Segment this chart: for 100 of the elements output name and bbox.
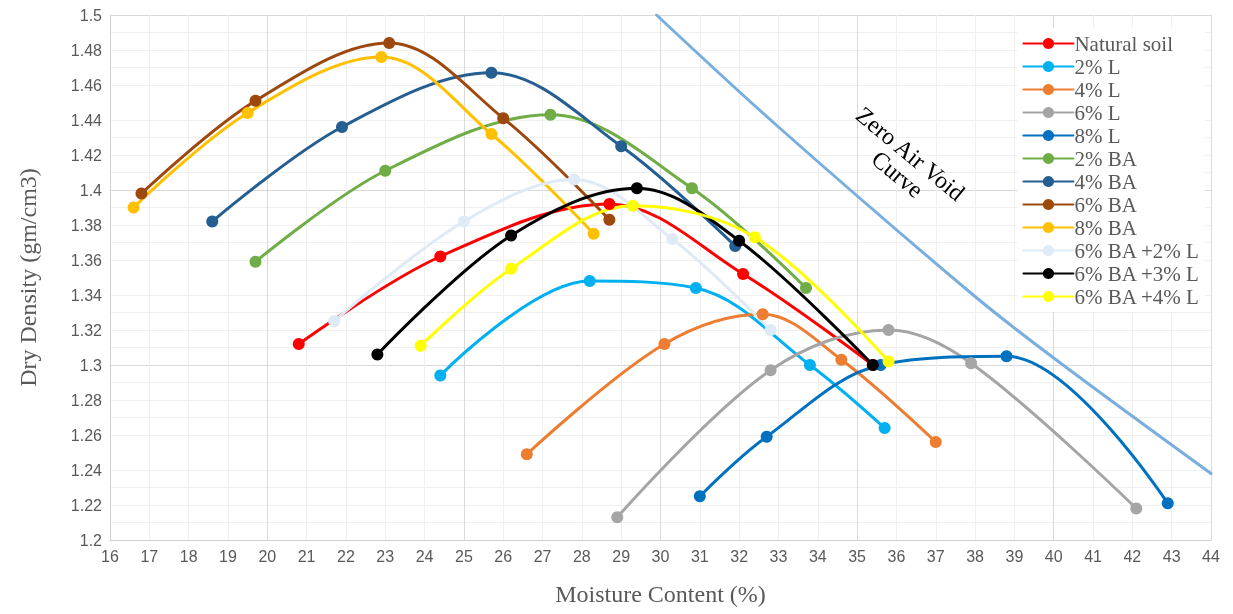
point <box>685 182 698 195</box>
x-tick-label: 42 <box>1123 547 1142 565</box>
point <box>929 436 942 448</box>
legend-label: 8% BA <box>1074 215 1138 240</box>
x-tick-label: 18 <box>179 547 198 565</box>
point <box>249 255 262 268</box>
point <box>882 324 895 336</box>
point <box>328 315 341 328</box>
y-tick-label: 1.34 <box>70 286 103 304</box>
x-tick-label: 33 <box>769 547 788 565</box>
x-tick-label: 25 <box>454 547 473 565</box>
x-tick-label: 37 <box>926 547 945 565</box>
point <box>756 308 769 321</box>
y-tick-label: 1.46 <box>70 76 103 94</box>
point <box>587 227 600 240</box>
x-tick-label: 21 <box>297 547 316 565</box>
x-tick-label: 16 <box>101 547 119 565</box>
legend-label: Natural soil <box>1074 31 1174 56</box>
point <box>485 66 498 79</box>
point <box>764 324 777 336</box>
point <box>434 369 447 382</box>
point <box>1000 350 1013 363</box>
point <box>241 107 254 119</box>
legend-label: 6% BA +4% L <box>1074 284 1199 309</box>
y-tick-label: 1.2 <box>79 531 103 549</box>
point <box>206 215 219 228</box>
point <box>520 448 533 461</box>
x-tick-label: 22 <box>337 547 355 565</box>
y-axis-title: Dry Density (gm/cm3) <box>15 168 41 387</box>
point <box>658 338 671 350</box>
point <box>135 187 148 200</box>
legend-label: 4% L <box>1074 77 1121 102</box>
x-axis-title: Moisture Content (%) <box>555 581 766 607</box>
point <box>693 490 706 503</box>
x-tick-label: 23 <box>376 547 395 565</box>
point <box>371 348 384 361</box>
line-series <box>655 13 1213 475</box>
point <box>379 164 392 177</box>
legend-label: 8% L <box>1074 123 1121 148</box>
x-tick-label: 20 <box>258 547 277 565</box>
x-tick-label: 35 <box>848 547 867 565</box>
x-tick-label: 32 <box>730 547 749 565</box>
y-tick-label: 1.24 <box>70 461 103 479</box>
point <box>383 37 396 49</box>
x-tick-label: 34 <box>808 547 827 565</box>
point <box>497 112 510 125</box>
x-tick-label: 30 <box>651 547 670 565</box>
point <box>1161 497 1174 510</box>
point <box>882 355 895 368</box>
x-tick-label: 28 <box>572 547 591 565</box>
point <box>603 198 616 210</box>
point <box>878 422 891 434</box>
point <box>965 357 978 370</box>
point <box>505 262 518 275</box>
y-tick-label: 1.36 <box>70 251 103 269</box>
x-tick-label: 29 <box>612 547 631 565</box>
point <box>336 121 348 133</box>
y-tick-label: 1.26 <box>70 426 103 444</box>
x-tick-label: 27 <box>533 547 552 565</box>
point <box>127 201 140 214</box>
point <box>611 511 624 524</box>
point <box>505 229 518 242</box>
x-tick-label: 19 <box>219 547 237 565</box>
legend-label: 6% BA +2% L <box>1074 238 1199 263</box>
point <box>626 199 639 212</box>
point <box>630 182 643 195</box>
x-tick-label: 38 <box>966 547 985 565</box>
legend-label: 2% BA <box>1074 146 1138 171</box>
point <box>1130 502 1143 515</box>
point <box>764 364 777 377</box>
point <box>414 339 427 352</box>
y-tick-label: 1.5 <box>79 6 103 24</box>
y-tick-label: 1.28 <box>70 391 103 409</box>
y-tick-label: 1.42 <box>70 146 103 164</box>
x-tick-label: 39 <box>1005 547 1024 565</box>
legend-label: 4% BA <box>1074 169 1138 194</box>
point <box>292 338 305 350</box>
legend-label: 6% L <box>1074 100 1121 125</box>
point <box>544 108 557 121</box>
point <box>835 353 848 366</box>
y-tick-label: 1.38 <box>70 216 103 234</box>
y-tick-label: 1.3 <box>79 356 103 374</box>
point <box>748 231 761 244</box>
point <box>583 275 596 287</box>
x-tick-label: 41 <box>1084 547 1103 565</box>
y-tick-label: 1.22 <box>70 496 103 514</box>
x-tick-label: 26 <box>494 547 513 565</box>
y-tick-label: 1.4 <box>79 181 103 199</box>
y-tick-label: 1.48 <box>70 41 103 59</box>
point <box>733 234 746 247</box>
x-tick-label: 40 <box>1044 547 1063 565</box>
point <box>689 282 702 294</box>
point <box>457 215 470 228</box>
legend-label: 6% BA +3% L <box>1074 261 1199 286</box>
y-tick-label: 1.44 <box>70 111 103 129</box>
x-tick-label: 17 <box>140 547 159 565</box>
point <box>615 140 628 153</box>
x-tick-label: 43 <box>1162 547 1181 565</box>
point <box>800 282 812 294</box>
point <box>485 128 498 140</box>
